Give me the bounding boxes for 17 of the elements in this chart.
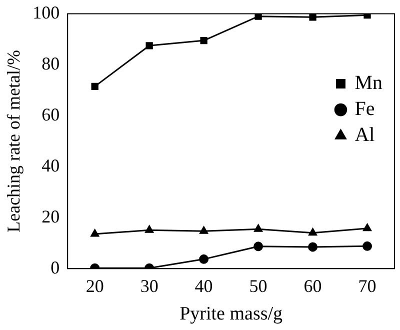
- legend-label: Fe: [354, 98, 375, 120]
- x-tick-label: 70: [358, 276, 376, 296]
- x-tick-label: 40: [194, 276, 213, 296]
- x-tick-label: 50: [249, 276, 268, 296]
- x-axis-title: Pyrite mass/g: [180, 304, 284, 325]
- x-tick-label: 20: [86, 276, 104, 296]
- y-tick-label: 100: [32, 2, 60, 23]
- y-tick-label: 20: [42, 206, 60, 226]
- y-tick-label: 0: [50, 257, 60, 278]
- y-axis-title: Leaching rate of metal/%: [4, 50, 24, 232]
- legend-label: Al: [354, 124, 376, 146]
- x-tick-label: 60: [304, 276, 322, 296]
- y-tick-label: 40: [42, 155, 60, 176]
- x-tick-label: 30: [140, 276, 158, 296]
- y-tick-label: 60: [42, 104, 60, 124]
- legend-label: Mn: [354, 72, 383, 94]
- y-tick-label: 80: [42, 53, 60, 74]
